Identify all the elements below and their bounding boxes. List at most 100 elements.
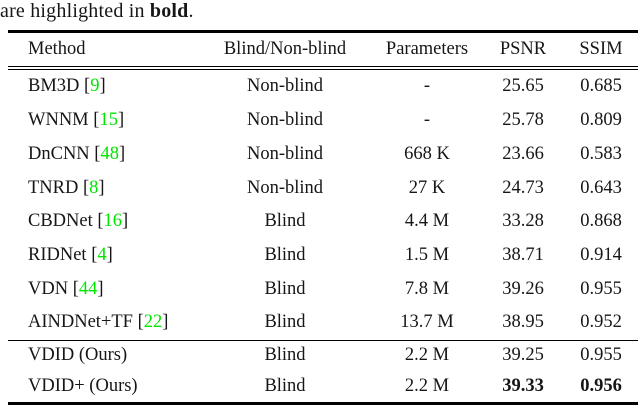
ssim-cell: 0.955 — [580, 345, 622, 366]
method-cell: TNRD [8] — [8, 178, 198, 199]
blind-cell: Blind — [264, 375, 306, 396]
table-body-ours: VDID (Ours) [] Blind 2.2 M 39.25 0.955 V… — [8, 341, 638, 402]
ssim-cell: 0.868 — [580, 211, 622, 232]
column-header-parameters: Parameters — [385, 38, 469, 59]
method-name: TNRD — [28, 177, 79, 198]
citation: [9] — [79, 76, 106, 97]
blind-cell: Blind — [264, 211, 306, 232]
citation-number: 48 — [100, 143, 119, 164]
citation-number: 44 — [78, 278, 98, 299]
method-name: RIDNet — [28, 244, 87, 265]
ssim-cell: 0.685 — [580, 76, 622, 97]
table-row: TNRD [8] Non-blind 27 K 24.73 0.643 — [8, 171, 638, 205]
table-row: VDID (Ours) [] Blind 2.2 M 39.25 0.955 — [8, 341, 638, 372]
caption-prefix: are highlighted in — [0, 0, 150, 22]
method-cell: VDID (Ours) [] — [8, 345, 198, 366]
method-cell: AINDNet+TF [22] — [8, 312, 198, 333]
blind-cell: Non-blind — [246, 143, 324, 164]
method-name: VDID+ (Ours) — [28, 375, 138, 396]
blind-cell: Blind — [264, 345, 306, 366]
params-cell: 1.5 M — [404, 244, 450, 265]
method-name: CBDNet — [28, 211, 93, 232]
params-cell: 4.4 M — [404, 211, 450, 232]
method-cell: RIDNet [4] — [8, 245, 198, 266]
table-row: WNNM [15] Non-blind - 25.78 0.809 — [8, 104, 638, 138]
table-row: AINDNet+TF [22] Blind 13.7 M 38.95 0.952 — [8, 306, 638, 340]
params-cell: 668 K — [404, 143, 450, 164]
psnr-cell: 24.73 — [502, 177, 544, 198]
citation: [15] — [88, 110, 125, 131]
psnr-cell: 33.28 — [502, 211, 544, 232]
table-row: DnCNN [48] Non-blind 668 K 23.66 0.583 — [8, 137, 638, 171]
ssim-cell: 0.643 — [580, 177, 622, 198]
psnr-cell: 25.65 — [502, 76, 544, 97]
table-row: VDID+ (Ours) [] Blind 2.2 M 39.33 0.956 — [8, 371, 638, 402]
table-row: RIDNet [4] Blind 1.5 M 38.71 0.914 — [8, 239, 638, 273]
params-cell: 2.2 M — [404, 345, 450, 366]
method-name: BM3D — [28, 76, 80, 97]
table-body-main: BM3D [9] Non-blind - 25.65 0.685 WNNM [1… — [8, 70, 638, 340]
table-row: BM3D [9] Non-blind - 25.65 0.685 — [8, 70, 638, 104]
psnr-cell: 39.26 — [502, 278, 544, 299]
table-header-row: Method Blind/Non-blind Parameters PSNR S… — [8, 33, 638, 66]
caption-suffix: . — [188, 0, 194, 22]
section-divider-rule — [8, 339, 638, 341]
citation-number: 4 — [97, 244, 107, 265]
method-cell: WNNM [15] — [8, 110, 198, 131]
citation-number: 8 — [89, 177, 99, 198]
citation: [4] — [86, 244, 113, 265]
method-cell: VDID+ (Ours) [] — [8, 376, 198, 397]
caption-bold-word: bold — [149, 0, 189, 22]
psnr-cell: 38.95 — [502, 312, 544, 333]
ssim-cell: 0.955 — [580, 278, 622, 299]
ssim-cell: 0.956 — [580, 375, 622, 396]
params-cell: 7.8 M — [404, 278, 450, 299]
psnr-cell: 23.66 — [502, 143, 544, 164]
method-name: DnCNN — [28, 143, 90, 164]
citation: [44] — [68, 278, 104, 299]
psnr-cell: 39.25 — [502, 345, 544, 366]
table-top-rule — [8, 30, 638, 33]
method-name: WNNM — [28, 110, 89, 131]
ssim-cell: 0.952 — [580, 312, 622, 333]
params-cell: - — [423, 110, 431, 131]
column-header-blind: Blind/Non-blind — [223, 38, 347, 59]
citation: [16] — [92, 211, 129, 232]
params-cell: - — [423, 76, 431, 97]
blind-cell: Blind — [264, 244, 306, 265]
citation: [8] — [78, 177, 105, 198]
caption-text: are highlighted in bold. — [0, 0, 194, 23]
column-header-psnr: PSNR — [499, 38, 547, 59]
table-row: VDN [44] Blind 7.8 M 39.26 0.955 — [8, 272, 638, 306]
method-name: VDID (Ours) — [28, 345, 128, 366]
psnr-cell: 39.33 — [502, 375, 544, 396]
blind-cell: Non-blind — [246, 76, 324, 97]
blind-cell: Non-blind — [246, 110, 324, 131]
method-cell: VDN [44] — [8, 279, 198, 300]
results-table: Method Blind/Non-blind Parameters PSNR S… — [8, 30, 638, 405]
header-double-rule — [8, 65, 638, 71]
method-name: VDN — [28, 278, 69, 299]
ssim-cell: 0.583 — [580, 143, 622, 164]
ssim-cell: 0.809 — [580, 110, 622, 131]
citation-number: 9 — [90, 76, 100, 97]
method-cell: CBDNet [16] — [8, 211, 198, 232]
params-cell: 2.2 M — [404, 375, 450, 396]
params-cell: 27 K — [408, 177, 446, 198]
citation: [48] — [89, 143, 126, 164]
method-cell: BM3D [9] — [8, 76, 198, 97]
blind-cell: Non-blind — [246, 177, 324, 198]
blind-cell: Blind — [264, 312, 306, 333]
table-row: CBDNet [16] Blind 4.4 M 33.28 0.868 — [8, 205, 638, 239]
method-name: AINDNet+TF — [28, 312, 133, 333]
citation-number: 22 — [143, 312, 163, 333]
blind-cell: Blind — [264, 278, 306, 299]
citation-number: 15 — [99, 110, 118, 131]
method-cell: DnCNN [48] — [8, 144, 198, 165]
ssim-cell: 0.914 — [580, 244, 622, 265]
column-header-ssim: SSIM — [579, 38, 623, 59]
column-header-method: Method — [28, 38, 86, 59]
citation-number: 16 — [103, 211, 123, 232]
table-bottom-rule — [8, 401, 638, 405]
citation: [22] — [132, 312, 169, 333]
